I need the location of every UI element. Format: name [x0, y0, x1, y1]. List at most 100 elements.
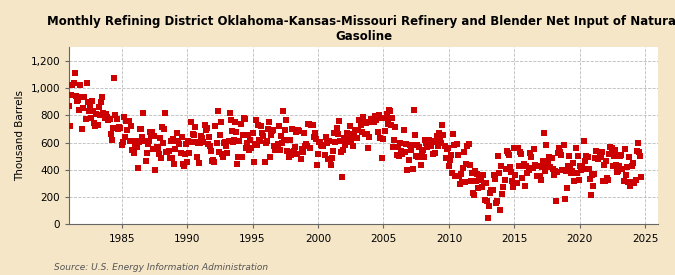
Point: [127, 148, 138, 153]
Point: [68, 81, 79, 85]
Point: [385, 122, 396, 127]
Point: [408, 167, 418, 171]
Point: [275, 148, 286, 152]
Point: [130, 144, 140, 149]
Point: [619, 147, 630, 151]
Point: [475, 177, 486, 182]
Point: [128, 151, 139, 155]
Point: [355, 123, 366, 127]
Point: [495, 207, 506, 212]
Point: [258, 133, 269, 138]
Point: [292, 152, 302, 157]
Point: [340, 143, 351, 147]
Point: [238, 133, 248, 137]
Point: [491, 201, 502, 205]
Point: [107, 138, 117, 142]
Point: [530, 162, 541, 167]
Point: [305, 145, 316, 150]
Point: [553, 151, 564, 156]
Point: [123, 119, 134, 123]
Point: [184, 150, 194, 155]
Point: [610, 148, 620, 152]
Point: [261, 139, 272, 143]
Point: [479, 198, 490, 202]
Point: [202, 141, 213, 146]
Point: [275, 133, 286, 138]
Point: [317, 144, 328, 148]
Point: [410, 133, 421, 138]
Point: [225, 118, 236, 122]
Point: [471, 179, 482, 183]
Point: [366, 117, 377, 121]
Point: [484, 204, 495, 208]
Point: [421, 141, 431, 145]
Point: [545, 165, 556, 169]
Point: [122, 128, 132, 132]
Point: [446, 153, 456, 157]
Point: [585, 193, 596, 197]
Point: [111, 126, 122, 130]
Point: [113, 127, 124, 131]
Point: [302, 144, 313, 148]
Point: [158, 141, 169, 146]
Point: [360, 132, 371, 136]
Point: [212, 109, 223, 114]
Point: [456, 180, 467, 184]
Point: [323, 156, 333, 161]
Point: [474, 176, 485, 181]
Point: [272, 141, 283, 146]
Point: [119, 135, 130, 139]
Point: [173, 139, 184, 144]
Point: [543, 159, 554, 164]
Point: [537, 158, 548, 163]
Point: [516, 152, 526, 157]
Point: [335, 150, 346, 155]
Point: [180, 151, 190, 156]
Point: [597, 178, 608, 183]
Point: [496, 164, 507, 168]
Point: [636, 175, 647, 179]
Point: [448, 132, 459, 136]
Point: [247, 131, 258, 136]
Point: [297, 150, 308, 155]
Point: [379, 129, 390, 133]
Point: [283, 155, 294, 160]
Point: [331, 126, 342, 130]
Point: [412, 143, 423, 148]
Point: [614, 164, 624, 169]
Point: [109, 113, 120, 117]
Point: [155, 136, 165, 140]
Point: [576, 167, 587, 172]
Point: [155, 155, 166, 160]
Point: [65, 124, 76, 128]
Point: [383, 122, 394, 126]
Point: [573, 178, 584, 182]
Point: [406, 143, 417, 147]
Point: [497, 192, 508, 196]
Point: [86, 99, 97, 103]
Point: [93, 104, 104, 109]
Point: [369, 120, 379, 125]
Point: [528, 166, 539, 170]
Point: [364, 135, 375, 140]
Point: [277, 141, 288, 146]
Point: [414, 145, 425, 149]
Point: [360, 121, 371, 125]
Point: [557, 168, 568, 172]
Point: [263, 120, 274, 124]
Point: [441, 147, 452, 151]
Point: [535, 178, 546, 183]
Point: [456, 172, 466, 177]
Point: [76, 95, 86, 99]
Point: [514, 150, 525, 155]
Point: [601, 159, 612, 163]
Point: [140, 158, 151, 163]
Point: [450, 174, 461, 178]
Point: [342, 130, 353, 135]
Point: [160, 111, 171, 116]
Point: [570, 146, 581, 150]
Point: [555, 150, 566, 155]
Point: [531, 164, 541, 169]
Point: [77, 126, 88, 131]
Point: [286, 127, 297, 132]
